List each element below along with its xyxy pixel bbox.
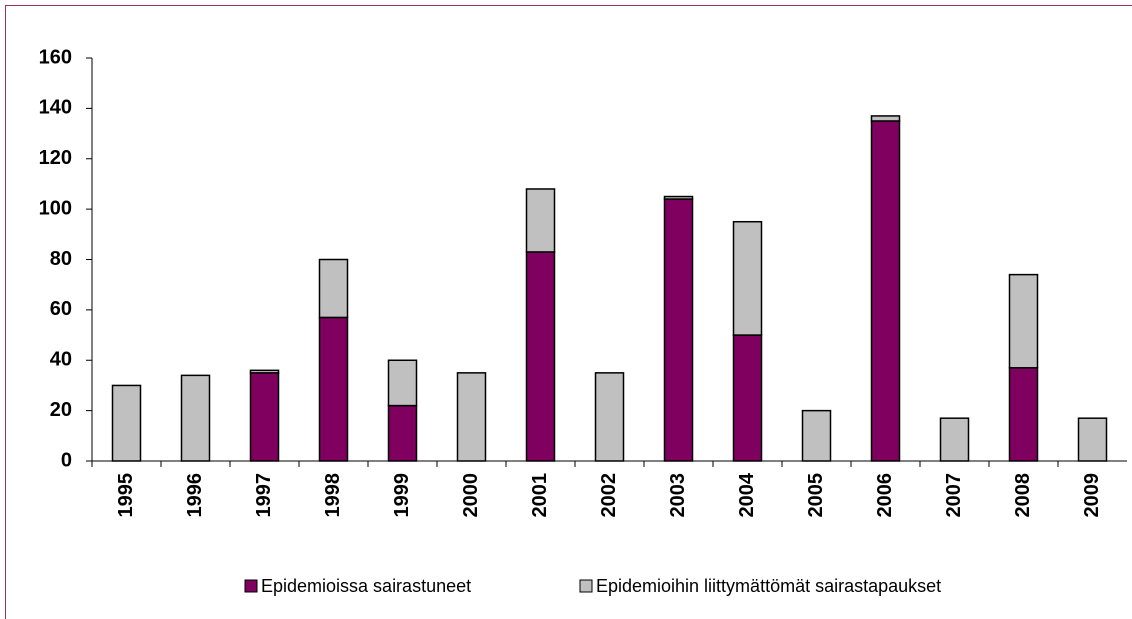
bar <box>870 115 901 122</box>
bar <box>525 188 556 253</box>
y-tick-label: 100 <box>39 197 72 219</box>
legend-swatch <box>579 579 593 593</box>
x-tick-label: 2007 <box>943 473 965 518</box>
bar <box>1008 367 1039 462</box>
bar <box>732 220 763 336</box>
x-tick-label: 1998 <box>322 473 344 518</box>
x-tick-label: 1997 <box>253 473 275 518</box>
legend-label: Epidemioissa sairastuneet <box>261 576 471 596</box>
bar <box>1008 273 1039 369</box>
bar <box>801 409 832 462</box>
x-tick-label: 2004 <box>736 472 758 517</box>
bar <box>525 251 556 462</box>
x-tick-label: 2002 <box>598 473 620 518</box>
x-tick-label: 2000 <box>460 473 482 518</box>
bar <box>663 195 694 200</box>
x-tick-label: 2006 <box>874 473 896 518</box>
legend-swatch <box>244 579 258 593</box>
y-tick-label: 80 <box>50 248 72 270</box>
y-tick-label: 0 <box>61 449 72 471</box>
bar <box>180 374 211 462</box>
x-tick-label: 2008 <box>1012 473 1034 518</box>
bar <box>249 369 280 374</box>
x-tick-label: 1996 <box>184 473 206 518</box>
bar <box>318 258 349 319</box>
x-tick-label: 2001 <box>529 473 551 518</box>
y-tick-label: 20 <box>50 399 72 421</box>
x-tick-label: 2003 <box>667 473 689 518</box>
bar <box>456 372 487 462</box>
bar <box>663 198 694 462</box>
bar <box>249 372 280 462</box>
frame <box>5 5 1132 619</box>
bar <box>387 359 418 407</box>
x-tick-label: 2005 <box>805 473 827 518</box>
x-tick-label: 1999 <box>391 473 413 518</box>
y-tick-label: 140 <box>39 97 72 119</box>
x-tick-label: 1995 <box>115 473 137 518</box>
y-tick-label: 160 <box>39 46 72 68</box>
y-tick-label: 60 <box>50 298 72 320</box>
bar <box>870 120 901 462</box>
legend-label: Epidemioihin liittymättömät sairastapauk… <box>596 576 941 596</box>
bar <box>732 334 763 462</box>
bar <box>387 404 418 462</box>
bar <box>111 384 142 462</box>
bar <box>1077 417 1108 462</box>
x-tick-label: 2009 <box>1081 473 1103 518</box>
bar <box>318 316 349 462</box>
bar <box>594 372 625 462</box>
bar <box>939 417 970 462</box>
y-tick-label: 120 <box>39 147 72 169</box>
y-tick-label: 40 <box>50 349 72 371</box>
